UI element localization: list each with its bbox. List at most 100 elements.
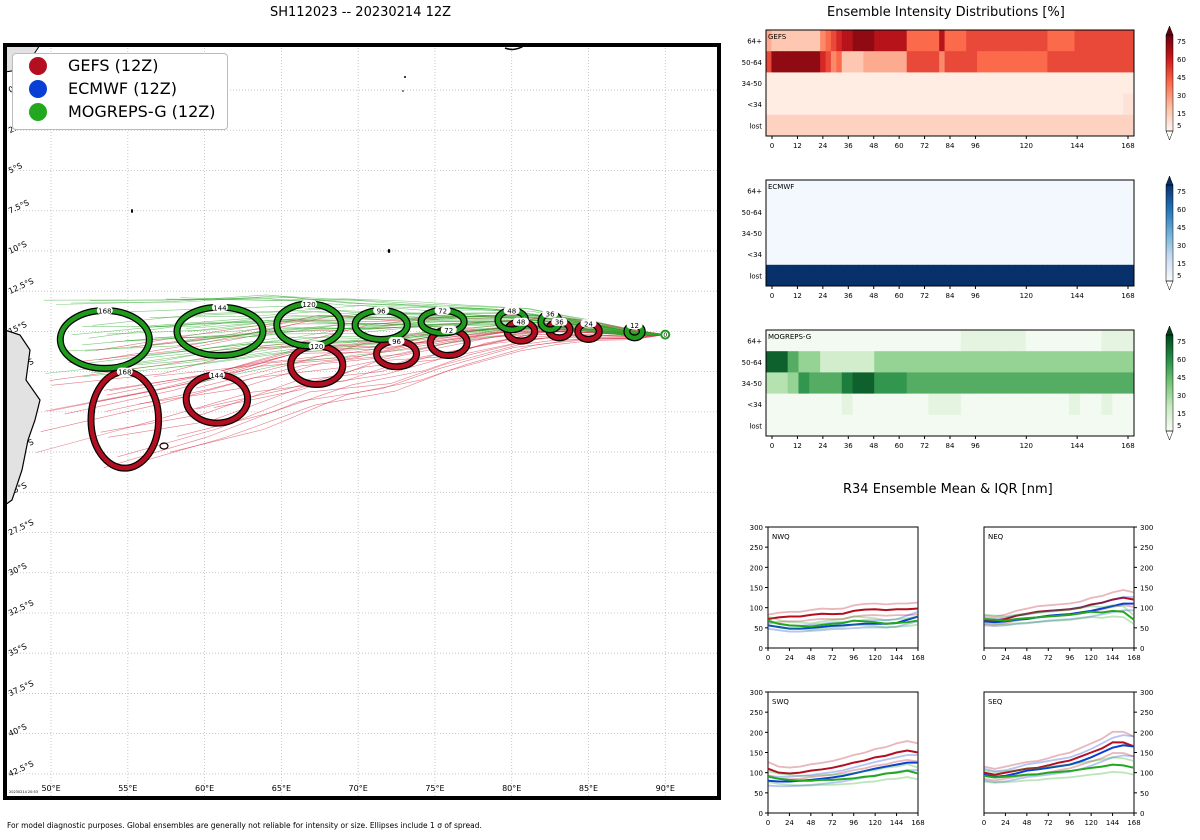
intensity-cell: [933, 114, 940, 137]
intensity-cell: [890, 201, 897, 223]
intensity-cell: [1020, 351, 1027, 373]
intensity-cell: [841, 393, 848, 416]
intensity-cell: [847, 372, 853, 394]
intensity-cell: [879, 93, 886, 116]
intensity-cell: [966, 243, 973, 266]
intensity-cell: [971, 30, 978, 52]
intensity-cell: [1058, 222, 1065, 244]
intensity-cell: [803, 243, 810, 266]
intensity-cell: [917, 72, 924, 94]
intensity-cell: [960, 330, 967, 352]
intensity-cell: [814, 330, 821, 352]
intensity-cell: [1128, 114, 1135, 137]
colorbar-frame: [1165, 334, 1174, 432]
r34-y-tick-label: 300: [1140, 524, 1153, 532]
intensity-cell: [776, 30, 783, 52]
r34-iqr-line: [983, 754, 1135, 784]
intensity-cell: [1014, 372, 1021, 394]
intensity-cell: [798, 264, 805, 287]
intensity-cell: [766, 330, 772, 352]
intensity-cell: [1074, 30, 1081, 52]
intensity-cell: [895, 180, 902, 202]
intensity-cell: [825, 414, 832, 437]
colorbar-cell: [1166, 344, 1173, 348]
intensity-cell: [1096, 201, 1102, 223]
intensity-cell: [776, 222, 783, 244]
intensity-cell: [998, 372, 1005, 394]
intensity-cell: [977, 351, 983, 373]
intensity-cell: [1117, 30, 1124, 52]
intensity-cell: [933, 30, 940, 52]
colorbar-cell: [1166, 395, 1173, 398]
intensity-cell: [1025, 114, 1032, 137]
intensity-cell: [1074, 72, 1081, 94]
intensity-cell: [776, 372, 783, 394]
r34-y-tick-label: 300: [1140, 689, 1153, 697]
intensity-cell: [803, 393, 810, 416]
intensity-cell: [1031, 201, 1037, 223]
hour-tick-label: 96: [971, 442, 980, 450]
intensity-cell: [1031, 243, 1037, 266]
intensity-cell: [912, 414, 918, 437]
intensity-cell: [922, 93, 929, 116]
intensity-cell: [1079, 264, 1086, 287]
hour-label: 48: [507, 307, 516, 315]
intensity-cell: [971, 330, 978, 352]
hour-tick-label: 60: [895, 292, 904, 300]
intensity-cell: [830, 180, 837, 202]
intensity-cell: [803, 372, 810, 394]
intensity-cell: [836, 30, 843, 52]
intensity-cell: [1090, 414, 1097, 437]
intensity-cell: [782, 414, 789, 437]
intensity-cell: [912, 372, 918, 394]
intensity-cell: [895, 201, 902, 223]
intensity-cell: [950, 264, 956, 287]
intensity-cell: [825, 222, 832, 244]
intensity-cell: [782, 330, 789, 352]
colorbar-cell: [1166, 47, 1173, 50]
intensity-cell: [798, 30, 805, 52]
intensity-cell: [1069, 330, 1075, 352]
intensity-cell: [787, 243, 794, 266]
hour-label-bg: [542, 309, 559, 318]
hour-tick-label: 24: [818, 292, 827, 300]
intensity-cell: [766, 114, 772, 137]
intensity-cell: [1085, 51, 1092, 73]
intensity-cell: [1123, 30, 1129, 52]
intensity-cell: [863, 351, 870, 373]
intensity-cell: [1117, 93, 1124, 116]
intensity-cell: [895, 30, 902, 52]
intensity-cell: [836, 264, 843, 287]
colorbar-cell: [1166, 49, 1173, 53]
hour-tick-label: 120: [1020, 142, 1033, 150]
r34-y-tick-label: 0: [1140, 645, 1144, 653]
intensity-cell: [895, 114, 902, 137]
intensity-cell: [901, 114, 908, 137]
colorbar-tick-label: 60: [1177, 356, 1186, 364]
intensity-cell: [906, 201, 913, 223]
intensity-cell: [1009, 114, 1016, 137]
intensity-cell: [847, 180, 853, 202]
r34-x-tick-label: 24: [785, 819, 794, 827]
intensity-cell: [852, 93, 859, 116]
colorbar-cell: [1166, 104, 1173, 108]
intensity-cell: [1085, 243, 1092, 266]
intensity-cell: [1042, 222, 1048, 244]
category-label: 34-50: [742, 230, 762, 238]
intensity-cell: [1031, 414, 1037, 437]
intensity-cell: [868, 30, 875, 52]
colorbar-cell: [1166, 349, 1173, 353]
intensity-cell: [776, 93, 783, 116]
intensity-cell: [917, 330, 924, 352]
intensity-cell: [776, 414, 783, 437]
intensity-cell: [1112, 222, 1119, 244]
intensity-cell: [852, 372, 859, 394]
intensity-cell: [1074, 222, 1081, 244]
intensity-cell: [982, 222, 989, 244]
intensity-cell: [922, 414, 929, 437]
r34-x-tick-label: 96: [1065, 819, 1074, 827]
intensity-cell: [868, 414, 875, 437]
intensity-cell: [803, 201, 810, 223]
intensity-cell: [966, 180, 973, 202]
map-title: SH112023 -- 20230214 12Z: [270, 5, 452, 20]
